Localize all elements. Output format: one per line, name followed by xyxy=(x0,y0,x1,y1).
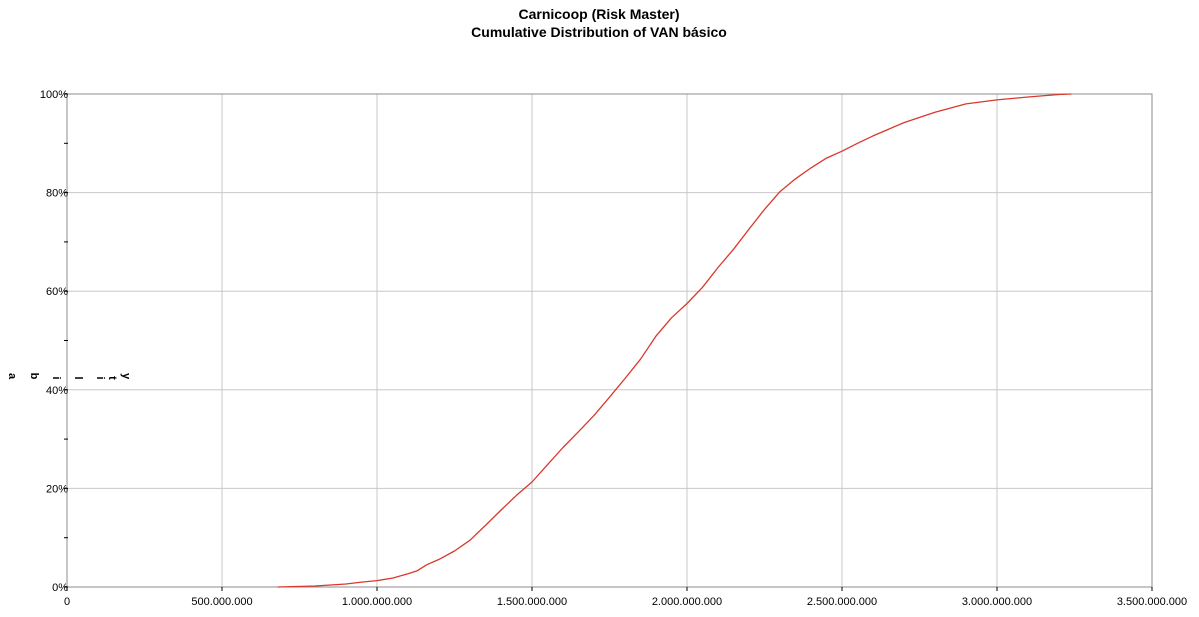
x-tick-labels: 0 500.000.000 1.000.000.000 1.500.000.000 2.… xyxy=(64,596,1187,608)
y-axis-label-fragment: t xyxy=(106,376,118,380)
plot-area xyxy=(277,93,1072,588)
chart-title: Carnicoop (Risk Master) xyxy=(518,6,679,22)
x-tick-label: 3.500.000.000 xyxy=(1117,596,1187,608)
x-tick-label: 0 xyxy=(64,596,70,608)
grid-lines xyxy=(66,93,1153,588)
y-tick-label: 20% xyxy=(46,483,68,495)
x-tick-label: 3.000.000.000 xyxy=(962,596,1032,608)
x-tick-label: 2.000.000.000 xyxy=(652,596,722,608)
chart-subtitle: Cumulative Distribution of VAN básico xyxy=(471,24,727,40)
x-tick-label: 500.000.000 xyxy=(191,596,252,608)
y-tick-label: 40% xyxy=(46,385,68,397)
y-axis-label-fragment: y xyxy=(120,373,132,380)
y-tick-label: 80% xyxy=(46,188,68,200)
y-tick-label: 100% xyxy=(40,89,68,101)
y-tick-label: 0% xyxy=(52,582,68,594)
y-tick-labels: 0% 20% 40% 60% 80% 100% xyxy=(40,89,68,594)
x-tick-label: 1.000.000.000 xyxy=(342,596,412,608)
y-axis-label-fragment: i xyxy=(94,376,106,379)
plot-frame xyxy=(66,93,1153,588)
y-axis-label-fragment: a xyxy=(6,373,18,380)
y-axis-label-fragment: b xyxy=(28,373,40,380)
y-tick-label: 60% xyxy=(46,286,68,298)
y-axis-label-fragment: l xyxy=(72,376,84,379)
y-axis-label-fragment: i xyxy=(50,376,62,379)
cumulative-line-series xyxy=(277,93,1072,588)
axis-ticks xyxy=(64,93,1153,591)
x-tick-label: 2.500.000.000 xyxy=(807,596,877,608)
x-tick-label: 1.500.000.000 xyxy=(497,596,567,608)
